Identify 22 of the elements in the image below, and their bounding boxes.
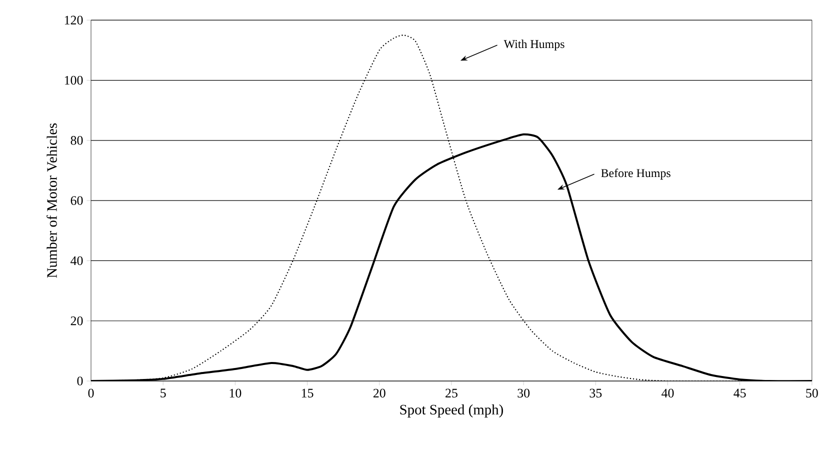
y-tick-label: 80 xyxy=(70,136,83,145)
x-tick-label: 50 xyxy=(806,388,818,398)
x-tick-label: 10 xyxy=(230,388,242,398)
x-tick-label: 0 xyxy=(88,388,94,398)
y-tick-label: 100 xyxy=(64,76,83,85)
x-tick-label: 15 xyxy=(302,388,314,398)
y-tick-label: 120 xyxy=(64,16,83,24)
x-tick-label: 45 xyxy=(734,388,746,398)
x-axis-title: Spot Speed (mph) xyxy=(400,404,503,418)
y-axis-title: Number of Motor Vehicles xyxy=(46,123,57,278)
annotation: Before Humps xyxy=(601,168,670,180)
x-tick-label: 25 xyxy=(446,388,458,398)
x-tick-label: 35 xyxy=(590,388,602,398)
y-tick-label: 20 xyxy=(70,316,83,326)
y-tick-label: 60 xyxy=(70,196,83,205)
x-tick-label: 20 xyxy=(373,388,386,398)
x-tick-label: 40 xyxy=(662,388,674,398)
x-tick-label: 5 xyxy=(160,388,166,398)
annotation: With Humps xyxy=(504,40,564,50)
y-tick-label: 0 xyxy=(77,376,83,386)
y-tick-label: 40 xyxy=(70,256,83,266)
x-tick-label: 30 xyxy=(518,388,530,398)
